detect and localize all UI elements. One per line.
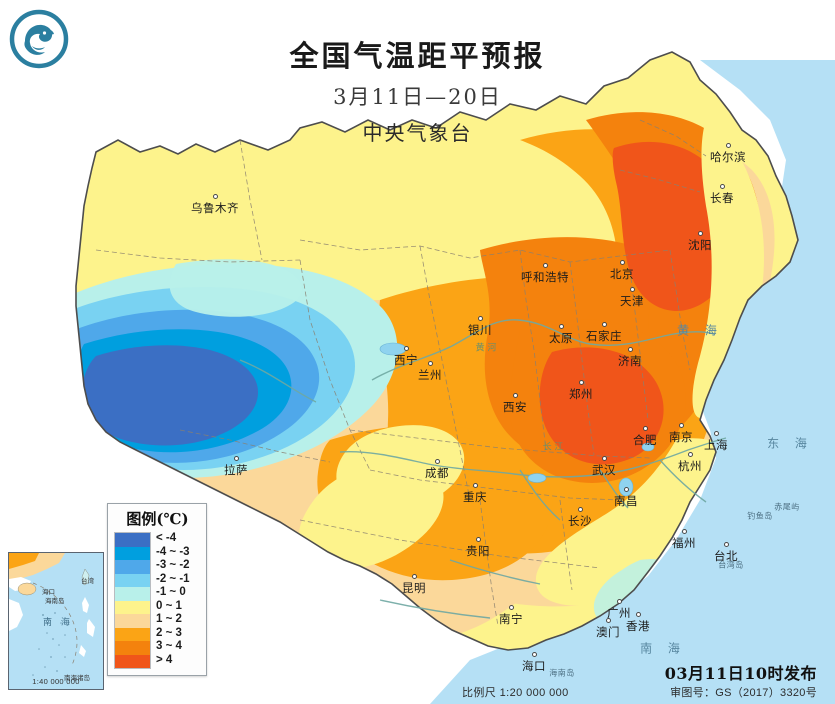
province-boundaries	[95, 119, 707, 627]
legend-swatch-2	[115, 560, 150, 574]
issue-time-text: 03月11日10时发布	[664, 664, 817, 683]
legend-label-0: < -4	[156, 532, 177, 544]
inset-sea-label: 南 海	[43, 618, 73, 628]
south-china-sea-inset-map: 南 海 海口海南岛 台湾南海诸岛 1:40 000 000	[8, 552, 104, 690]
legend-label-6: 1 ~ 2	[156, 613, 182, 625]
legend-swatch-5	[115, 600, 150, 614]
legend-swatch-9	[115, 654, 150, 668]
legend-swatch-3	[115, 573, 150, 587]
rivers	[239, 319, 727, 619]
lakes	[379, 342, 655, 497]
legend-label-9: > 4	[156, 653, 173, 666]
legend-label-4: -1 ~ 0	[156, 586, 186, 598]
ocean-fill	[430, 60, 835, 704]
inset-place-label: 海口	[42, 589, 55, 596]
legend-label-2: -3 ~ -2	[156, 559, 190, 571]
inset-place-label: 台湾	[81, 578, 94, 585]
legend-swatch-7	[115, 627, 150, 641]
legend-color-scale	[114, 532, 151, 669]
legend-label-1: -4 ~ -3	[156, 545, 190, 558]
legend-label-7: 2 ~ 3	[156, 626, 182, 639]
inset-place-label: 海南岛	[45, 598, 65, 605]
national-boundary	[75, 51, 799, 651]
legend-title: 图例(℃)	[126, 510, 189, 528]
legend-label-3: -2 ~ -1	[156, 572, 190, 585]
legend-swatch-1	[115, 546, 150, 560]
cma-dragon-logo	[8, 8, 70, 70]
legend-swatch-0	[115, 533, 150, 547]
legend-swatch-6	[115, 614, 150, 628]
legend-swatch-4	[115, 587, 150, 601]
inset-scale-text: 1:40 000 000	[32, 677, 80, 686]
map-scale-text: 比例尺 1:20 000 000	[462, 687, 569, 699]
legend-label-8: 3 ~ 4	[156, 640, 182, 652]
inset-place-label: 南海诸岛	[64, 675, 90, 682]
legend-swatch-8	[115, 641, 150, 655]
legend-label-5: 0 ~ 1	[156, 599, 182, 612]
approval-number-text: 审图号：GS（2017）3320号	[670, 687, 817, 699]
